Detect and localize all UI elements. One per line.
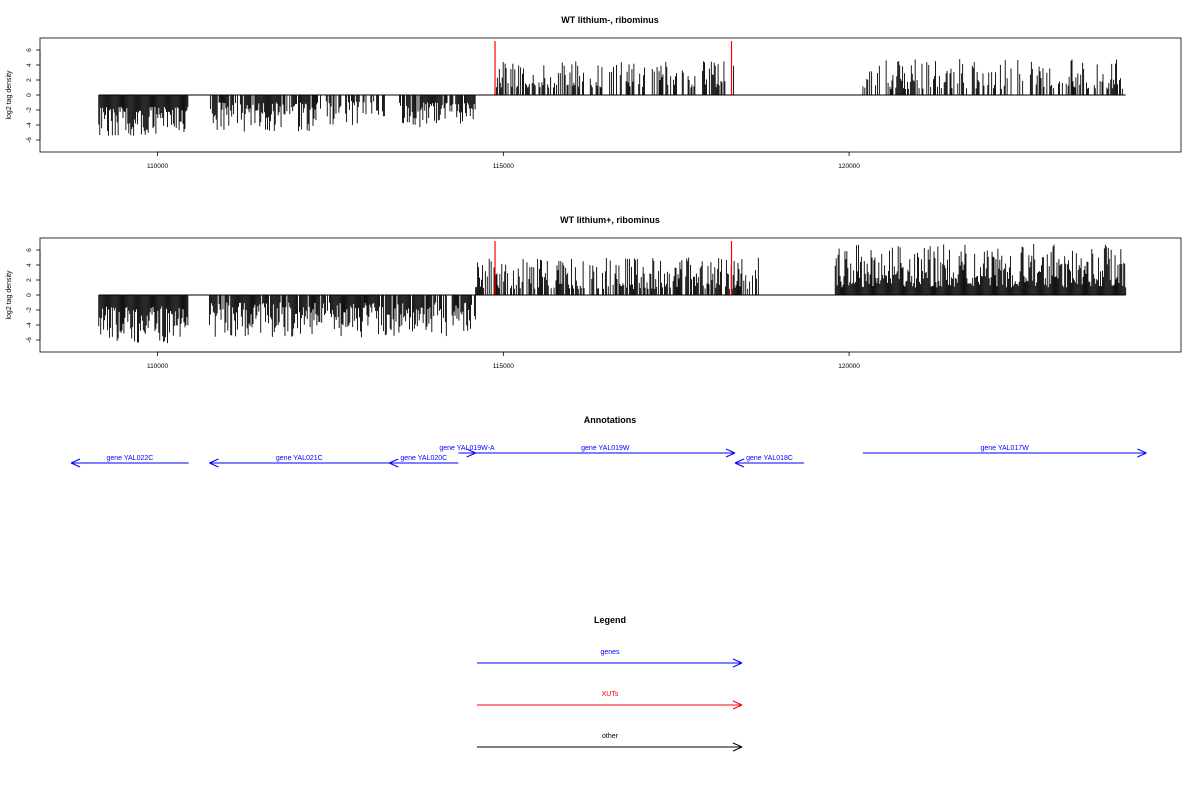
x-tick-label: 110000 xyxy=(147,363,169,370)
y-axis: -6 -4 -2 0 2 4 6 xyxy=(26,248,41,343)
gene-arrow-head xyxy=(734,462,745,468)
xut-markers xyxy=(494,241,733,295)
gene-annotation: gene YAL020C xyxy=(389,455,459,468)
legend-item-label: XUTs xyxy=(602,691,619,698)
y-tick-label: 0 xyxy=(26,293,33,297)
gene-arrow-head xyxy=(1137,448,1147,454)
panel-title: WT lithium+, ribominus xyxy=(560,215,660,225)
gene-arrow-head xyxy=(466,452,476,458)
y-tick-label: 4 xyxy=(26,263,33,267)
gene-arrow-head xyxy=(389,458,399,464)
legend-arrow-head xyxy=(732,742,743,748)
y-tick-label: 2 xyxy=(26,78,33,82)
x-tick-label: 115000 xyxy=(493,363,515,370)
annotations-title: Annotations xyxy=(584,415,637,425)
gene-annotation: gene YAL018C xyxy=(734,455,805,468)
gene-label: gene YAL017W xyxy=(980,445,1029,452)
legend-item-label: other xyxy=(602,733,619,740)
panel-title: WT lithium-, ribominus xyxy=(561,15,659,25)
y-tick-label: 4 xyxy=(26,63,33,67)
y-tick-label: 0 xyxy=(26,93,33,97)
legend-item: genes xyxy=(477,649,743,668)
gene-arrow-head xyxy=(70,458,81,464)
gene-arrow-head xyxy=(725,448,736,454)
gene-annotation: gene YAL019W-A xyxy=(439,445,495,458)
gene-annotation: gene YAL019W xyxy=(475,445,736,458)
legend-arrow-head xyxy=(732,746,743,752)
legend-arrow-head xyxy=(732,700,743,706)
density-panel-lithium-minus: WT lithium-, ribominus log2 tag density … xyxy=(6,15,1182,170)
legend-item-label: genes xyxy=(600,649,620,656)
legend-item: other xyxy=(477,733,743,752)
x-tick-label: 120000 xyxy=(838,363,860,370)
density-bars xyxy=(98,59,1123,136)
gene-arrow-head xyxy=(466,448,476,454)
density-bars xyxy=(98,244,1127,344)
y-tick-label: -4 xyxy=(26,122,33,128)
legend-title: Legend xyxy=(594,615,626,625)
legend: Legend genes XUTs other xyxy=(477,615,743,752)
y-tick-label: -4 xyxy=(26,322,33,328)
y-tick-label: 6 xyxy=(26,48,33,52)
y-tick-label: -2 xyxy=(26,307,33,313)
gene-arrow-head xyxy=(70,462,81,468)
legend-items: genes XUTs other xyxy=(477,649,743,752)
density-panel-lithium-plus: WT lithium+, ribominus log2 tag density … xyxy=(6,215,1182,370)
legend-arrow-head xyxy=(732,658,743,664)
gene-annotation: gene YAL017W xyxy=(862,445,1147,458)
legend-item: XUTs xyxy=(477,691,743,710)
y-tick-label: 2 xyxy=(26,278,33,282)
x-tick-label: 120000 xyxy=(838,163,860,170)
gene-arrow-head xyxy=(1137,452,1147,458)
x-axis: 110000 115000 120000 xyxy=(147,351,860,370)
y-axis: -6 -4 -2 0 2 4 6 xyxy=(26,48,41,143)
y-tick-label: 6 xyxy=(26,248,33,252)
gene-arrow-head xyxy=(209,462,219,468)
gene-arrow-head xyxy=(734,458,745,464)
xut-markers xyxy=(494,41,733,95)
gene-arrows: gene YAL022C gene YAL021C gene YAL020C gene… xyxy=(70,445,1147,468)
gene-annotation: gene YAL021C xyxy=(209,455,390,468)
y-axis-label: log2 tag density xyxy=(6,70,13,120)
gene-label: gene YAL019W-A xyxy=(439,445,495,452)
legend-arrow-head xyxy=(732,662,743,668)
gene-label: gene YAL022C xyxy=(106,455,153,462)
y-axis-label: log2 tag density xyxy=(6,270,13,320)
gene-label: gene YAL019W xyxy=(581,445,630,452)
y-tick-label: -6 xyxy=(26,337,33,343)
annotations-track: Annotations gene YAL022C gene YAL021C gene… xyxy=(70,415,1147,468)
gene-annotation: gene YAL022C xyxy=(70,455,189,468)
gene-label: gene YAL018C xyxy=(746,455,793,462)
x-tick-label: 110000 xyxy=(147,163,169,170)
gene-label: gene YAL020C xyxy=(400,455,447,462)
x-axis: 110000 115000 120000 xyxy=(147,151,860,170)
gene-arrow-head xyxy=(725,452,736,458)
legend-arrow-head xyxy=(732,704,743,710)
gene-arrow-head xyxy=(209,458,219,464)
x-tick-label: 115000 xyxy=(493,163,515,170)
y-tick-label: -6 xyxy=(26,137,33,143)
gene-label: gene YAL021C xyxy=(276,455,323,462)
gene-arrow-head xyxy=(389,462,399,468)
y-tick-label: -2 xyxy=(26,107,33,113)
